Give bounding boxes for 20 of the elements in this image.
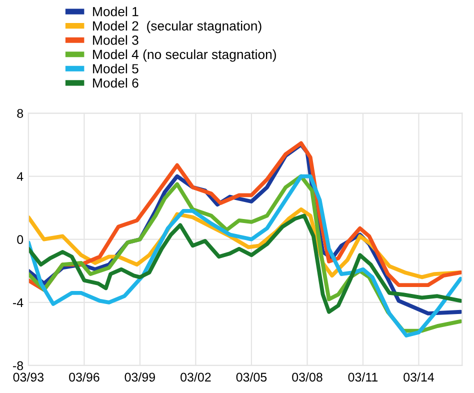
x-tick-label: 03/14 <box>404 372 434 382</box>
x-tick-label: 03/11 <box>348 372 378 382</box>
legend-label: Model 3 <box>93 35 138 45</box>
x-tick-label: 03/99 <box>124 372 155 382</box>
legend-label: Model 2 (secular stagnation) <box>93 20 262 34</box>
y-tick-label: -4 <box>13 298 24 307</box>
x-tick-label: 03/05 <box>236 372 267 382</box>
y-tick-label: -8 <box>13 361 24 370</box>
x-tick-label: 03/96 <box>69 372 100 382</box>
x-tick-label: 03/08 <box>292 372 322 382</box>
x-tick-label: 03/02 <box>180 372 211 382</box>
legend-label: Model 4 (no secular stagnation) <box>93 49 276 62</box>
y-tick-label: 8 <box>17 108 24 118</box>
y-tick-label: 4 <box>16 172 24 181</box>
legend-label: Model 5 <box>93 64 138 74</box>
x-tick-label: 03/93 <box>13 372 44 382</box>
y-tick-label: 0 <box>17 235 24 244</box>
line-series <box>28 214 462 314</box>
legend-label: Model 1 <box>93 6 138 16</box>
legend-label: Model 6 <box>93 78 138 88</box>
